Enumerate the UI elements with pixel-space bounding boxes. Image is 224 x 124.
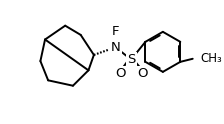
- Text: O: O: [138, 67, 148, 80]
- Text: F: F: [112, 25, 119, 38]
- Text: S: S: [127, 53, 135, 66]
- Text: N: N: [111, 41, 121, 54]
- Text: CH₃: CH₃: [200, 52, 222, 65]
- Text: O: O: [116, 67, 126, 80]
